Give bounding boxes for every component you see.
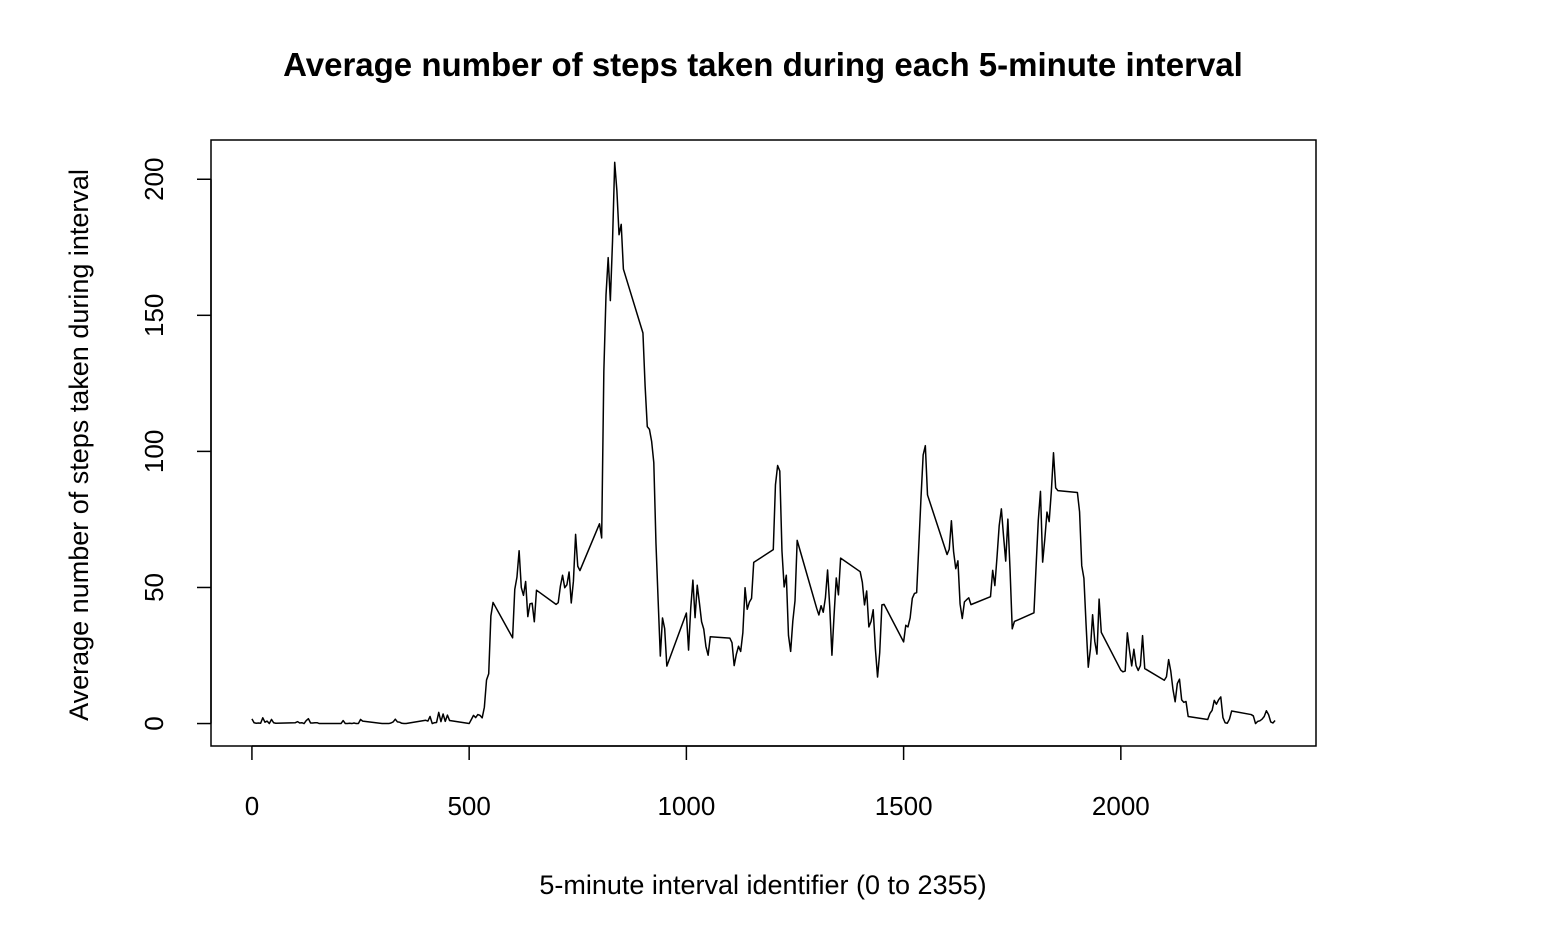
y-tick-label: 100	[139, 430, 169, 473]
chart-title: Average number of steps taken during eac…	[283, 46, 1243, 83]
x-axis-label: 5-minute interval identifier (0 to 2355)	[539, 870, 986, 900]
y-tick-label: 150	[139, 294, 169, 337]
x-tick-label: 2000	[1092, 791, 1150, 821]
y-tick-label: 200	[139, 158, 169, 201]
x-tick-label: 500	[447, 791, 490, 821]
y-axis-label: Average number of steps taken during int…	[64, 169, 94, 721]
x-tick-label: 1000	[657, 791, 715, 821]
data-line	[251, 161, 1276, 725]
x-tick-label: 1500	[875, 791, 933, 821]
y-tick-label: 50	[139, 573, 169, 602]
x-tick-label: 0	[245, 791, 259, 821]
y-tick-label: 0	[139, 716, 169, 730]
